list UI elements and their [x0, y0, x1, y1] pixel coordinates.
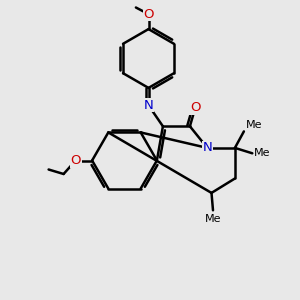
Text: Me: Me [205, 214, 221, 224]
Text: Me: Me [245, 120, 262, 130]
Text: N: N [144, 99, 153, 112]
Text: O: O [70, 154, 81, 167]
Text: O: O [190, 101, 200, 114]
Text: N: N [202, 141, 212, 154]
Text: O: O [143, 8, 154, 21]
Text: Me: Me [254, 148, 270, 158]
